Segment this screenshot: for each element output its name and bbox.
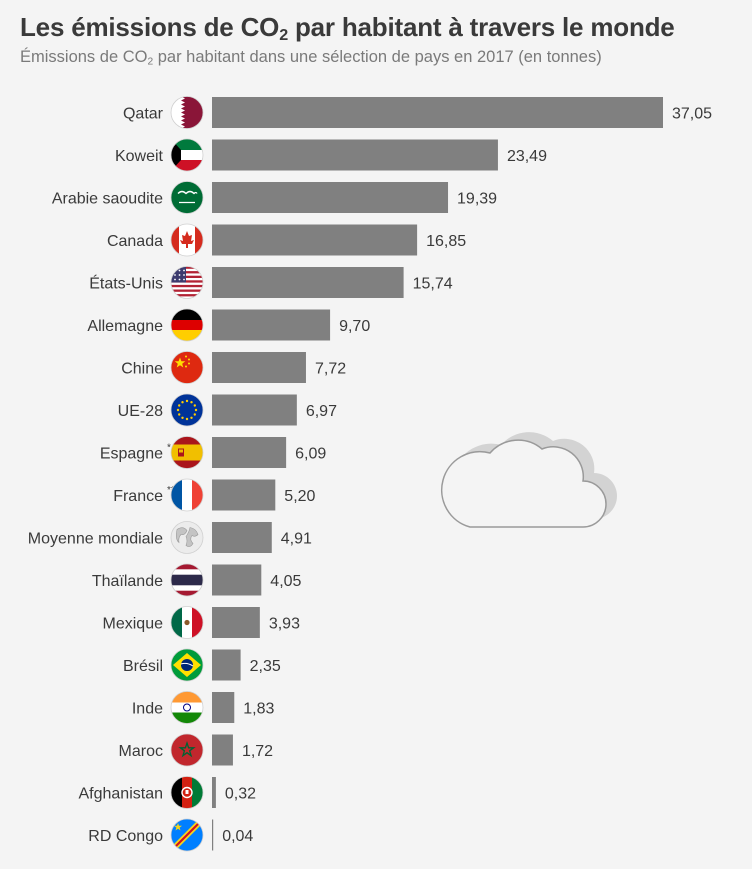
canada-flag-icon xyxy=(170,223,204,257)
spain-flag-icon xyxy=(170,436,204,469)
value-label: 5,20 xyxy=(284,488,315,505)
value-label: 4,05 xyxy=(270,573,301,590)
category-label: Thaïlande xyxy=(92,573,163,590)
chart-row: France ** 5,20 xyxy=(113,478,316,512)
bar xyxy=(212,437,287,468)
category-label: Koweit xyxy=(115,148,164,165)
page-title: Les émissions de CO2 par habitant à trav… xyxy=(20,12,675,45)
germany-flag-icon xyxy=(170,308,204,342)
chart-row: Mexique 3,93 xyxy=(103,606,300,639)
india-flag-icon xyxy=(170,691,204,724)
chart-row: Koweit 23,49 xyxy=(115,138,547,172)
chart-row: Maroc 1,72 xyxy=(119,733,273,767)
category-label: Qatar xyxy=(123,106,164,123)
bar xyxy=(212,224,418,256)
value-label: 0,32 xyxy=(225,786,256,803)
value-label: 0,04 xyxy=(222,828,253,845)
bar xyxy=(212,267,404,298)
afghanistan-flag-icon xyxy=(170,776,204,809)
value-label: 1,72 xyxy=(242,743,273,760)
value-label: 7,72 xyxy=(315,361,346,378)
page-subtitle: Émissions de CO2 par habitant dans une s… xyxy=(20,48,602,68)
bar xyxy=(212,777,216,808)
category-label: Chine xyxy=(121,361,163,378)
category-label: France xyxy=(113,488,163,505)
bar xyxy=(212,309,331,341)
value-label: 37,05 xyxy=(672,106,712,123)
category-label: RD Congo xyxy=(88,828,163,845)
bar xyxy=(212,692,235,723)
value-label: 2,35 xyxy=(250,658,281,675)
chart-row: Qatar 37,05 xyxy=(123,96,712,129)
value-label: 15,74 xyxy=(413,276,453,293)
bar xyxy=(212,649,241,681)
brazil-flag-icon xyxy=(170,648,204,682)
chart-row: UE-28 6,97 xyxy=(118,393,337,427)
category-label: Mexique xyxy=(103,616,164,633)
category-label: Inde xyxy=(132,701,163,718)
bar xyxy=(212,522,272,553)
chart-row: Allemagne 9,70 xyxy=(87,308,370,342)
value-label: 16,85 xyxy=(426,233,466,250)
kuwait-flag-icon xyxy=(170,138,204,172)
bar xyxy=(212,139,498,171)
dr-congo-flag-icon xyxy=(170,818,204,852)
value-label: 9,70 xyxy=(339,318,370,335)
value-label: 23,49 xyxy=(507,148,547,165)
france-flag-icon xyxy=(170,478,204,512)
footnote-marker: * xyxy=(167,443,171,454)
category-label: Moyenne mondiale xyxy=(28,531,163,548)
chart-row: Moyenne mondiale 4,91 xyxy=(28,521,312,554)
value-label: 6,97 xyxy=(306,403,337,420)
mexico-flag-icon xyxy=(170,606,204,639)
value-label: 4,91 xyxy=(281,531,312,548)
saudi-arabia-flag-icon xyxy=(170,181,204,214)
thailand-flag-icon xyxy=(170,563,204,597)
china-flag-icon xyxy=(170,351,204,384)
bar xyxy=(212,734,233,766)
bar xyxy=(212,479,276,511)
chart-row: États-Unis 15,74 xyxy=(89,266,453,299)
category-label: UE-28 xyxy=(118,403,163,420)
value-label: 19,39 xyxy=(457,191,497,208)
chart-row: Chine 7,72 xyxy=(121,351,346,384)
morocco-flag-icon xyxy=(170,733,204,767)
category-label: Espagne xyxy=(100,446,163,463)
bar xyxy=(212,819,214,851)
chart-row: Canada 16,85 xyxy=(107,223,466,257)
bar xyxy=(212,352,306,383)
chart-row: Brésil 2,35 xyxy=(123,648,281,682)
value-label: 6,09 xyxy=(295,446,326,463)
category-label: Allemagne xyxy=(87,318,163,335)
category-label: Arabie saoudite xyxy=(52,191,163,208)
cloud-icon xyxy=(440,432,617,528)
category-label: États-Unis xyxy=(89,274,163,293)
usa-flag-icon xyxy=(170,266,204,299)
category-label: Canada xyxy=(107,233,163,250)
globe-icon xyxy=(170,521,204,554)
category-label: Brésil xyxy=(123,658,163,675)
bar xyxy=(212,564,262,596)
bar xyxy=(212,394,297,426)
bars-layer: Qatar 37,05 Koweit 23,49 Arabie saoudite 19,3… xyxy=(28,96,712,852)
chart-row: Afghanistan 0,32 xyxy=(78,776,256,809)
bar xyxy=(212,97,663,128)
category-label: Afghanistan xyxy=(78,786,163,803)
chart-row: RD Congo 0,04 xyxy=(88,818,253,852)
value-label: 3,93 xyxy=(269,616,300,633)
chart-row: Espagne * 6,09 xyxy=(100,436,326,469)
bar xyxy=(212,607,260,638)
value-label: 1,83 xyxy=(243,701,274,718)
eu-flag-icon xyxy=(170,393,204,427)
chart-row: Arabie saoudite 19,39 xyxy=(52,181,497,214)
qatar-flag-icon xyxy=(170,96,204,129)
category-label: Maroc xyxy=(119,743,163,760)
chart-row: Inde 1,83 xyxy=(132,691,275,724)
footnote-marker: ** xyxy=(167,485,175,496)
chart-row: Thaïlande 4,05 xyxy=(92,563,302,597)
bar xyxy=(212,182,449,213)
